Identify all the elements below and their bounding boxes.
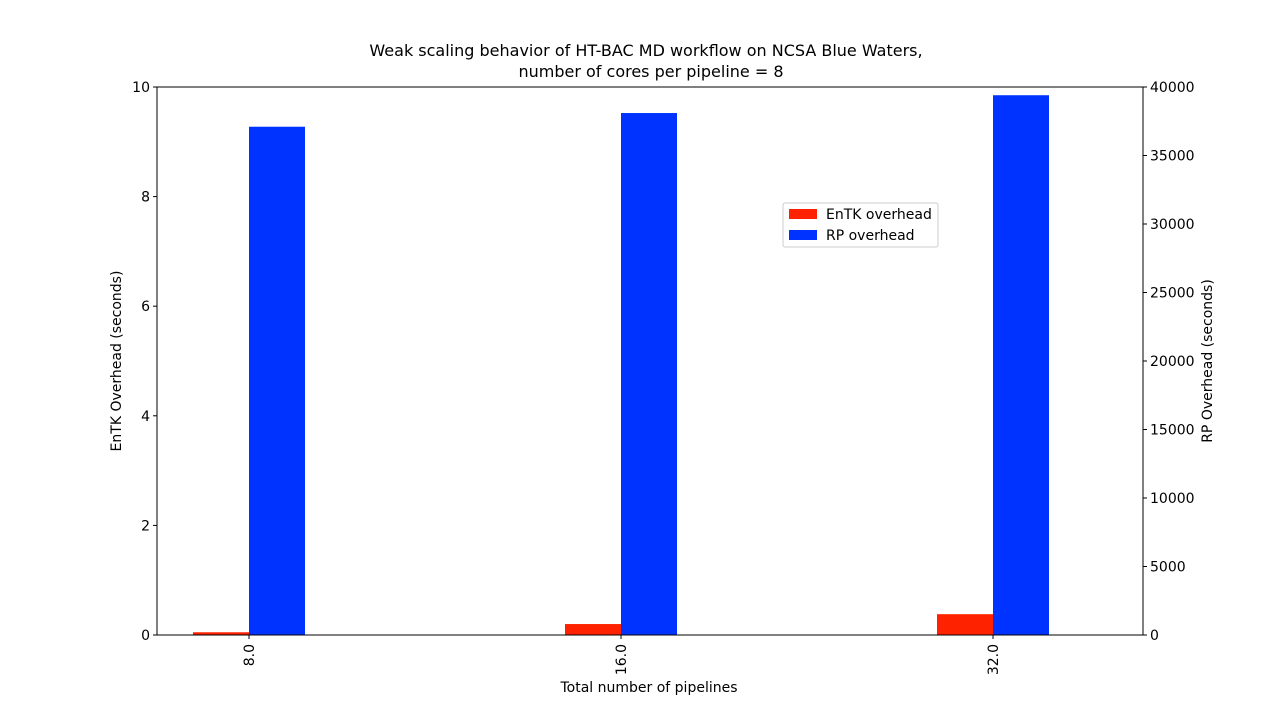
y-tick-right-label: 10000: [1150, 491, 1195, 507]
y-tick-right-label: 0: [1150, 628, 1159, 644]
bar-rp-2: [621, 113, 677, 635]
y-tick-right-label: 30000: [1150, 217, 1195, 233]
chart-title-line2: number of cores per pipeline = 8: [518, 62, 783, 81]
y-tick-left-label: 0: [141, 628, 150, 644]
legend-box: [782, 202, 939, 248]
y-tick-left-label: 4: [141, 409, 150, 425]
y-tick-left-label: 8: [141, 190, 150, 206]
y-tick-right-label: 15000: [1150, 423, 1195, 439]
ticks-group: 8.0 16.0 32.0 0 2 4 6 8 10 0 5000 10000 15000 20000 25…: [132, 80, 1194, 675]
y-tick-right-label: 25000: [1150, 286, 1195, 302]
y-tick-left-label: 6: [141, 299, 150, 315]
x-tick-label: 8.0: [242, 644, 258, 666]
legend: EnTK overhead RP overhead: [782, 202, 939, 248]
y-tick-left-label: 10: [132, 80, 150, 96]
legend-label-rp: RP overhead: [826, 228, 915, 244]
x-tick-label: 16.0: [614, 644, 630, 675]
legend-swatch-entk: [789, 209, 817, 219]
y-tick-right-label: 35000: [1150, 149, 1195, 165]
y-tick-right-label: 5000: [1150, 560, 1186, 576]
bar-rp-3: [993, 95, 1049, 636]
y-tick-left-label: 2: [141, 518, 150, 534]
legend-swatch-rp: [789, 230, 817, 240]
bar-entk-2: [565, 624, 621, 635]
chart-title-line1: Weak scaling behavior of HT-BAC MD workf…: [369, 41, 922, 60]
legend-label-entk: EnTK overhead: [826, 207, 932, 223]
bar-entk-3: [937, 614, 993, 635]
y-tick-right-label: 40000: [1150, 80, 1195, 96]
bar-entk-1: [193, 632, 249, 635]
y-axis-label-left: EnTK Overhead (seconds): [109, 271, 125, 452]
y-axis-label-right: RP Overhead (seconds): [1200, 279, 1216, 443]
bar-rp-1: [249, 126, 305, 635]
bars-group: [193, 95, 1049, 636]
x-axis-label: Total number of pipelines: [559, 680, 737, 696]
y-tick-right-label: 20000: [1150, 354, 1195, 370]
plot-frame: [156, 86, 1144, 636]
x-tick-label: 32.0: [986, 644, 1002, 675]
